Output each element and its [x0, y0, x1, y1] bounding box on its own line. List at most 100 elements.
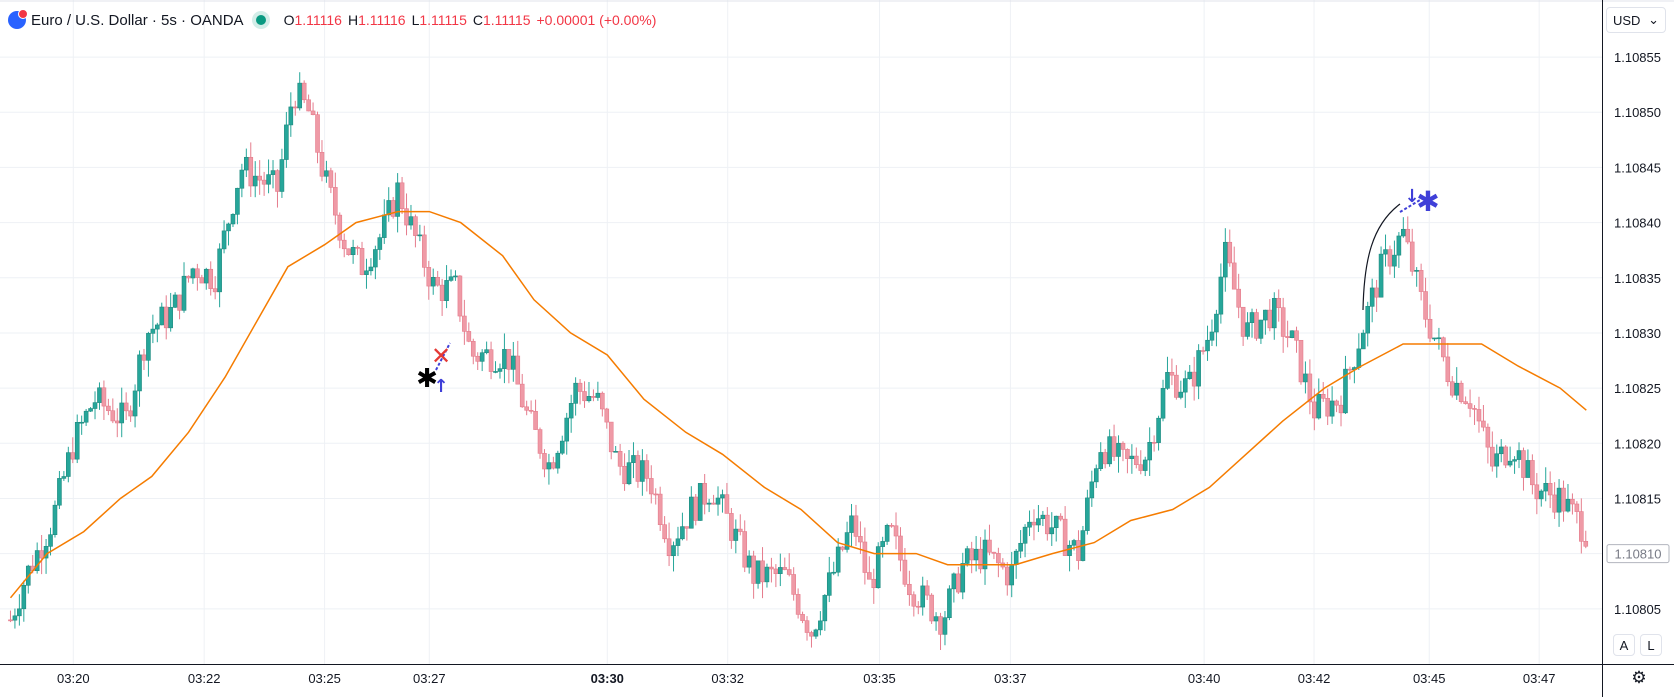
candle-up: [1160, 388, 1166, 419]
ohlc-open-value: 1.11116: [294, 12, 342, 28]
cross-marker: ✕: [431, 342, 451, 370]
candle-up: [1085, 497, 1090, 531]
candle-up: [1329, 400, 1335, 417]
candle-up: [573, 382, 578, 404]
candle-down: [1503, 446, 1508, 466]
candle-up: [21, 584, 27, 610]
candle-down: [1418, 270, 1424, 292]
candle-down: [1191, 371, 1197, 387]
candle-down: [515, 355, 521, 385]
candle-down: [911, 594, 917, 607]
candle-up: [226, 223, 231, 232]
candle-down: [319, 152, 325, 177]
candle-down: [114, 420, 120, 424]
candle-down: [488, 349, 494, 372]
candle-down: [1120, 442, 1126, 450]
candle-down: [657, 493, 663, 525]
gear-icon[interactable]: ⚙: [1631, 668, 1647, 687]
candle-up: [324, 170, 329, 177]
candle-down: [1423, 291, 1428, 320]
candle-down: [862, 541, 868, 573]
candle-down: [809, 632, 814, 637]
price-tick-label: 1.10820: [1614, 436, 1661, 451]
candle-up: [239, 169, 245, 189]
candle-down: [1552, 494, 1557, 513]
candle-up: [964, 548, 970, 564]
candle-up: [1245, 322, 1250, 337]
candle-up: [1098, 452, 1104, 469]
candle-up: [1022, 526, 1028, 544]
candle-up: [97, 387, 102, 403]
candle-down: [1481, 420, 1486, 428]
candle-down: [711, 502, 716, 505]
candle-up: [1556, 487, 1562, 513]
ohlc-low-value: 1.11115: [419, 12, 467, 28]
candle-up: [942, 617, 948, 635]
candle-up: [395, 182, 400, 217]
candle-up: [595, 392, 601, 398]
candle-down: [987, 539, 992, 553]
candle-up: [613, 451, 618, 453]
candle-down: [840, 546, 845, 550]
candle-up: [190, 268, 196, 279]
candle-up: [844, 532, 850, 550]
candle-down: [893, 525, 899, 537]
currency-selector[interactable]: USD ⌄: [1606, 7, 1666, 33]
candle-down: [760, 560, 765, 583]
candle-down: [1334, 400, 1339, 406]
candle-down: [422, 234, 427, 268]
price-tick-label: 1.10840: [1614, 216, 1661, 231]
log-scale-button[interactable]: L: [1640, 634, 1662, 656]
candle-down: [898, 535, 903, 561]
candle-down: [470, 341, 476, 357]
time-tick-label: 03:47: [1523, 671, 1556, 686]
market-status-icon[interactable]: [255, 15, 266, 25]
time-tick-label: 03:37: [994, 671, 1027, 686]
candle-down: [1530, 460, 1535, 486]
candle-up: [715, 497, 721, 505]
candle-down: [333, 187, 338, 216]
moving-average-line: [9, 210, 1587, 599]
candle-up: [1218, 276, 1224, 315]
candle-down: [399, 182, 405, 209]
symbol-title[interactable]: Euro / U.S. Dollar · 5s · OANDA: [31, 11, 244, 29]
last-price-box: [1606, 544, 1670, 564]
price-tick-label: 1.10815: [1614, 491, 1661, 506]
candle-up: [1378, 253, 1384, 298]
candle-down: [426, 267, 432, 287]
candle-up: [221, 230, 227, 250]
candle-up: [79, 421, 84, 424]
candle-down: [1280, 307, 1286, 337]
candle-down: [853, 515, 859, 537]
time-tick-label: 03:20: [57, 671, 90, 686]
candle-down: [355, 247, 360, 249]
candle-down: [346, 248, 351, 255]
price-tick-label: 1.10830: [1614, 326, 1661, 341]
candle-up: [146, 333, 151, 361]
candle-up: [444, 280, 449, 301]
candle-up: [826, 572, 832, 596]
candle-down: [457, 275, 463, 317]
candle-down: [737, 528, 743, 532]
candle-down: [702, 483, 707, 505]
candle-up: [1356, 348, 1362, 368]
candle-down: [1285, 336, 1290, 339]
candle-down: [1338, 404, 1344, 414]
candle-down: [938, 616, 943, 635]
candle-up: [1129, 455, 1135, 459]
candle-down: [591, 396, 596, 398]
ohlc-close-key: C: [472, 12, 483, 28]
symbol-logo-icon: [8, 9, 28, 29]
candle-down: [1561, 487, 1566, 512]
candle-up: [288, 106, 294, 126]
auto-scale-button[interactable]: A: [1613, 634, 1635, 656]
candle-down: [8, 619, 13, 622]
candle-down: [684, 526, 690, 529]
candle-up: [1036, 518, 1041, 526]
candle-up: [74, 422, 80, 460]
candle-up: [1013, 550, 1019, 565]
candle-up: [502, 349, 507, 369]
trend-segment-left: [435, 342, 451, 371]
candle-up: [119, 402, 125, 424]
